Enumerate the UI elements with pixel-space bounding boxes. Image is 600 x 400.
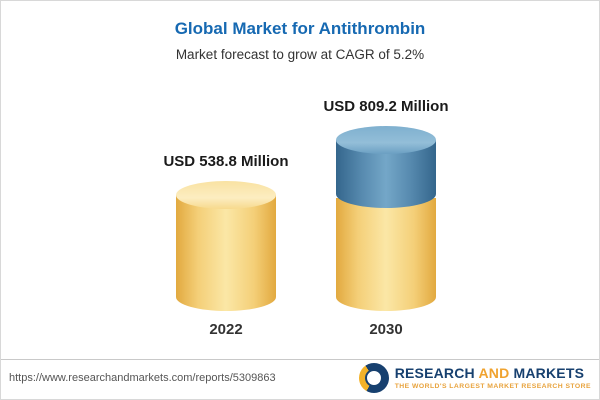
logo-word-and: AND (478, 364, 510, 381)
footer-divider (1, 359, 599, 360)
logo-name: RESEARCH AND MARKETS (394, 364, 585, 381)
research-and-markets-logo: RESEARCH AND MARKETS THE WORLD'S LARGEST… (358, 363, 591, 393)
x-axis-label-2022: 2022 (209, 321, 243, 338)
x-axis-label-2030: 2030 (369, 321, 403, 338)
bar-value-label-2030: USD 809.2 Million (323, 98, 449, 115)
logo-word-markets: MARKETS (513, 364, 585, 381)
bar-2030-base-segment (336, 198, 436, 311)
bar-cylinder-2030 (336, 126, 436, 311)
logo-word-research: RESEARCH (394, 364, 475, 381)
bar-cylinder-2022 (176, 181, 276, 311)
report-url: https://www.researchandmarkets.com/repor… (9, 372, 276, 384)
chart-title: Global Market for Antithrombin (174, 19, 426, 38)
bar-2022-top-ellipse (176, 181, 276, 209)
bar-value-label-2022: USD 538.8 Million (163, 153, 289, 170)
bar-2022-base-segment (176, 195, 276, 311)
chart-subtitle: Market forecast to grow at CAGR of 5.2% (175, 47, 425, 62)
logo-tagline: THE WORLD'S LARGEST MARKET RESEARCH STOR… (394, 383, 591, 391)
logo-text-block: RESEARCH AND MARKETS THE WORLD'S LARGEST… (394, 364, 591, 391)
bar-2030-top-ellipse (336, 126, 436, 154)
research-and-markets-logo-icon (358, 363, 389, 393)
